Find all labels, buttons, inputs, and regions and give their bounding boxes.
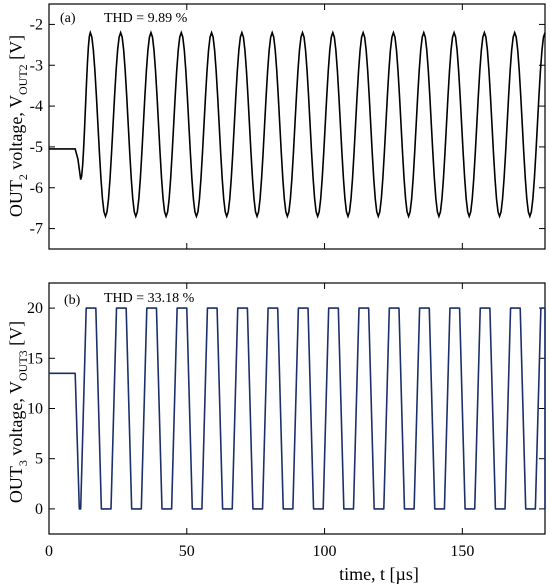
panel-a-series-line [48,29,546,219]
panel-b-ytick-label: 20 [27,300,43,317]
panel-a-frame [48,3,546,250]
x-axis-title: time, t [µs] [339,564,419,584]
panel-a-ylabel-mid: voltage, V [6,95,26,174]
panel-b-label: (b) [64,293,81,308]
panel-b-ylabel-sub: 3 [16,460,30,466]
panel-a-ylabel-sub2: OUT2 [16,64,30,95]
panel-b-x-ticks: 0 50 100 150 [45,283,474,560]
panel-b-ytick-label: 5 [35,451,43,468]
panel-b-y-axis-title: OUT3 voltage, VOUT3 [V] [6,321,30,503]
panel-b-frame [48,282,546,535]
panel-b-ytick-label: 10 [27,401,43,418]
panel-a-label: (a) [60,11,76,26]
panel-a-ytick-label: -2 [30,16,43,33]
panel-a-ytick-label: -6 [30,180,43,197]
panel-a-ytick-label: -4 [30,98,43,115]
panel-b-ytick-label: 0 [35,501,43,518]
panel-b-series-line [49,307,546,510]
panel-a-ylabel-sub: 2 [16,174,30,180]
panel-b-y-ticks: 0 5 10 15 20 [27,300,545,518]
panel-b-xtick-label: 100 [313,543,337,560]
panel-a-x-ticks [48,4,463,249]
panel-b: 0 5 10 15 20 0 50 100 150 (b) THD = 33.18 % OUT… [6,282,546,584]
panel-a: -7 -6 -5 -4 -3 -2 (a) THD = 9.89 % OUT2 volta… [6,3,546,250]
panel-b-thd-annotation: THD = 33.18 % [104,291,195,306]
panel-a-y-ticks: -7 -6 -5 -4 -3 -2 [30,16,545,238]
panel-b-ylabel-main: OUT [6,466,26,503]
panel-a-ytick-label: -5 [30,139,43,156]
panel-a-thd-annotation: THD = 9.89 % [104,11,188,26]
panel-b-ylabel-sub2: OUT3 [16,350,30,381]
panel-a-ylabel-unit: [V] [6,35,26,65]
panel-b-xtick-label: 0 [45,543,53,560]
panel-b-ytick-label: 15 [27,350,43,367]
panel-b-xtick-label: 50 [179,543,195,560]
panel-b-xtick-label: 150 [450,543,474,560]
panel-b-ylabel-mid: voltage, V [6,381,26,460]
panel-a-y-axis-title: OUT2 voltage, VOUT2 [V] [6,35,30,217]
panel-b-ylabel-unit: [V] [6,321,26,351]
panel-a-ytick-label: -7 [30,221,43,238]
panel-a-ylabel-main: OUT [6,180,26,217]
panel-a-ytick-label: -3 [30,57,43,74]
